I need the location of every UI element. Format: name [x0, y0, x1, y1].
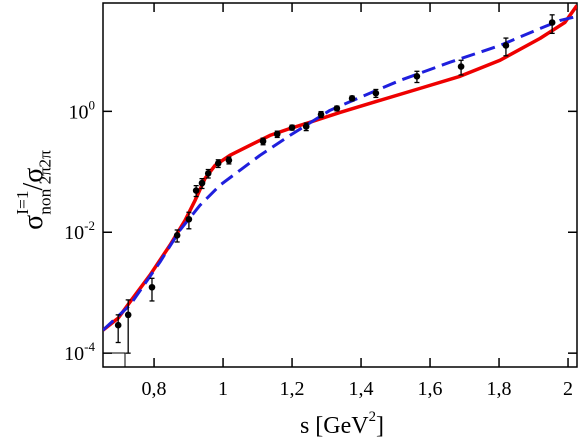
data-point [317, 111, 325, 118]
corner-box [102, 352, 126, 368]
y-tick-label: 10-4 [64, 339, 95, 365]
data-point [548, 19, 556, 26]
data-point [457, 63, 465, 70]
y-axis-label-part: non 2π [35, 167, 54, 215]
data-point [198, 179, 206, 187]
data-point [214, 160, 222, 167]
x-axis-label-part: ] [376, 413, 384, 439]
data-point [502, 42, 510, 49]
data-point [259, 137, 267, 145]
y-tick-base: 10 [64, 222, 84, 244]
data-point [148, 283, 156, 291]
plot-frame [102, 2, 578, 368]
data-point [124, 311, 132, 319]
x-axis-label: s [GeV2] [300, 409, 384, 439]
y-axis-label-part: σ [18, 215, 49, 230]
y-tick-base: 10 [69, 101, 89, 123]
data-point [413, 73, 421, 80]
data-point [173, 232, 181, 239]
data-point [288, 124, 296, 131]
x-axis-label-part: s [GeV [300, 413, 369, 439]
x-tick-label: 2 [563, 378, 573, 400]
data-point [302, 123, 310, 130]
data-point [348, 95, 356, 102]
y-axis-label-part: 2π [35, 150, 54, 168]
x-tick-label: 0,8 [142, 378, 167, 400]
x-axis-label-part: 2 [369, 409, 376, 425]
data-point [333, 105, 341, 112]
fit-line [103, 14, 577, 332]
y-tick-base: 10 [64, 343, 84, 365]
data-point [185, 215, 193, 223]
y-tick-exponent: -4 [84, 339, 95, 354]
data-point [372, 89, 380, 97]
x-tick-label: 1 [218, 378, 228, 400]
data-point [273, 130, 281, 138]
y-tick-exponent: -2 [84, 218, 95, 233]
y-axis-label: σnon 2πI=1/σ2π [13, 150, 54, 230]
data-point [114, 321, 122, 329]
data-point [192, 187, 200, 194]
x-tick-label: 1,2 [280, 378, 305, 400]
y-axis-label-part: /σ [18, 168, 49, 191]
y-axis-label-part: I=1 [13, 190, 32, 214]
x-tick-label: 1,4 [349, 378, 374, 400]
y-tick-label: 10-2 [64, 218, 95, 244]
data-point [225, 156, 233, 164]
y-tick-exponent: 0 [89, 97, 96, 112]
y-tick-label: 100 [69, 97, 96, 123]
x-tick-label: 1,6 [418, 378, 443, 400]
data-point [204, 170, 212, 177]
x-tick-label: 1,8 [487, 378, 512, 400]
